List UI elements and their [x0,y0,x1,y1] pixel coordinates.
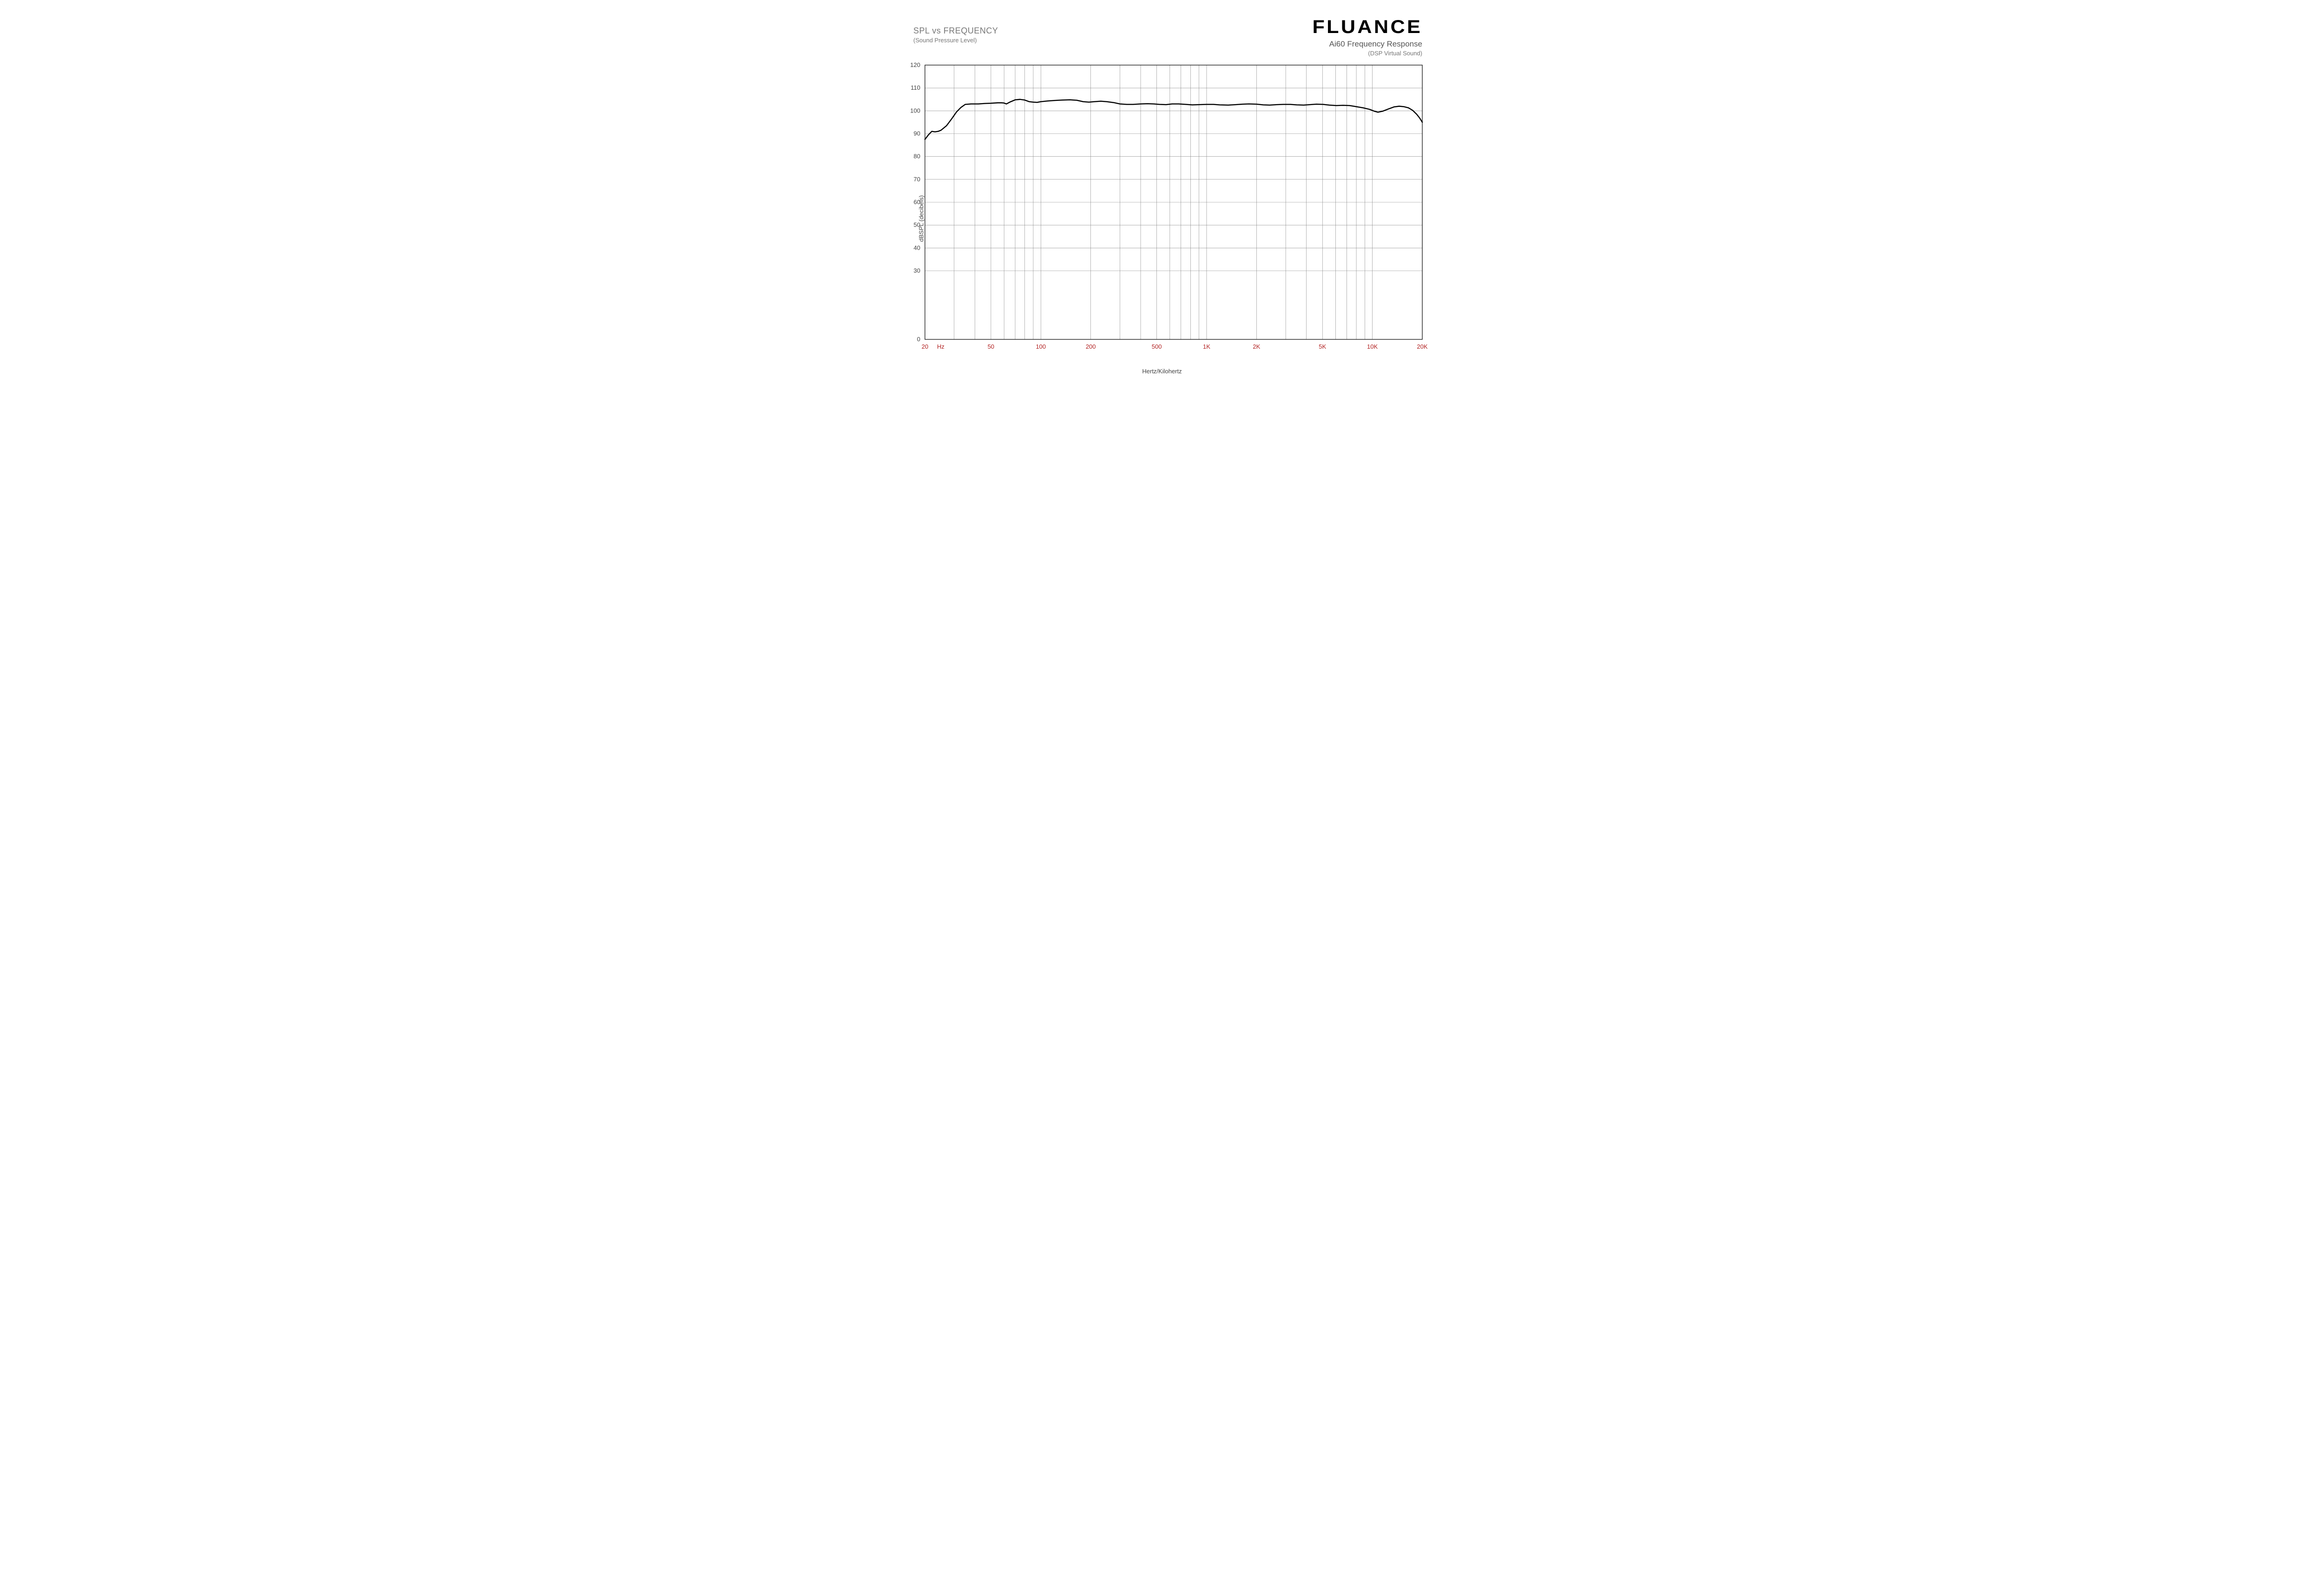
chart-subtitle-left: (Sound Pressure Level) [913,37,998,44]
svg-text:200: 200 [1086,343,1096,350]
header-right: FLUANCE Ai60 Frequency Response (DSP Vir… [1320,17,1422,57]
svg-text:80: 80 [914,153,920,160]
svg-text:120: 120 [910,61,920,68]
svg-text:20K: 20K [1417,343,1427,350]
svg-text:10K: 10K [1367,343,1378,350]
chart-title: SPL vs FREQUENCY [913,26,998,36]
svg-text:50: 50 [988,343,994,350]
svg-text:20: 20 [922,343,928,350]
svg-text:2K: 2K [1253,343,1260,350]
svg-text:5K: 5K [1319,343,1326,350]
x-axis-label: Hertz/Kilohertz [892,368,1432,375]
svg-text:1K: 1K [1203,343,1210,350]
svg-text:100: 100 [910,107,920,114]
svg-text:70: 70 [914,176,920,183]
svg-text:110: 110 [911,84,920,91]
chart-subtitle-right-2: (DSP Virtual Sound) [1320,50,1422,57]
y-axis-label: dBSPL (decibels) [918,195,924,242]
header-left: SPL vs FREQUENCY (Sound Pressure Level) [913,26,998,44]
svg-text:0: 0 [917,336,920,343]
svg-text:100: 100 [1036,343,1046,350]
chart-subtitle-right-1: Ai60 Frequency Response [1320,40,1422,49]
svg-text:30: 30 [914,267,920,274]
svg-text:40: 40 [914,244,920,251]
svg-text:90: 90 [914,130,920,137]
page-root: SPL vs FREQUENCY (Sound Pressure Level) … [869,0,1455,396]
frequency-response-chart: 03040506070809010011012020Hz501002005001… [892,60,1432,363]
svg-text:500: 500 [1152,343,1162,350]
chart-container: dBSPL (decibels) 03040506070809010011012… [892,60,1432,377]
brand-logo: FLUANCE [1312,17,1422,38]
svg-text:Hz: Hz [937,343,944,350]
